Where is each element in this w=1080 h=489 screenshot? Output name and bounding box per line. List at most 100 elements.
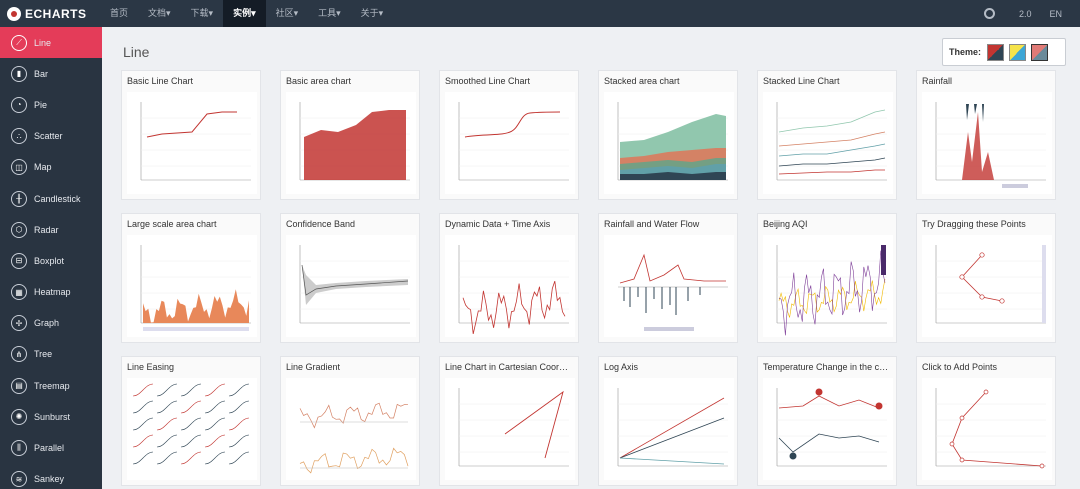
- example-thumbnail[interactable]: [763, 92, 893, 194]
- nav-home[interactable]: 首页: [110, 8, 129, 18]
- example-card-rainfall-flow[interactable]: Rainfall and Water Flow: [598, 213, 738, 343]
- main-content: Line Theme: Basic Line Chart Basic area c…: [102, 27, 1080, 489]
- example-thumbnail[interactable]: [127, 235, 257, 337]
- example-thumbnail[interactable]: [922, 235, 1052, 337]
- example-thumbnail[interactable]: [286, 235, 416, 337]
- parallel-icon: ⫼: [11, 440, 27, 457]
- language-switch[interactable]: EN: [1049, 8, 1062, 19]
- sidebar-item-treemap[interactable]: ▤ Treemap: [0, 370, 102, 401]
- example-title[interactable]: Temperature Change in the c…: [763, 362, 889, 372]
- example-title[interactable]: Log Axis: [604, 362, 639, 372]
- sidebar-item-label: Sunburst: [34, 411, 71, 422]
- example-card-add-points[interactable]: Click to Add Points: [916, 356, 1056, 486]
- example-thumbnail[interactable]: [604, 378, 734, 480]
- example-title[interactable]: Large scale area chart: [127, 219, 217, 229]
- example-title[interactable]: Try Dragging these Points: [922, 219, 1026, 229]
- example-card-cartesian[interactable]: Line Chart in Cartesian Coor…: [439, 356, 579, 486]
- nav-download[interactable]: 下载▾: [190, 8, 214, 18]
- theme-swatch-light[interactable]: [1009, 43, 1027, 61]
- line-chart-icon: ⟋: [11, 34, 27, 51]
- version-link[interactable]: 2.0: [1018, 8, 1032, 19]
- sidebar-item-sankey[interactable]: ≋ Sankey: [0, 464, 102, 489]
- sidebar-item-pie[interactable]: ◔ Pie: [0, 89, 102, 120]
- example-card-basic-line[interactable]: Basic Line Chart: [121, 70, 261, 200]
- example-card-large-area[interactable]: Large scale area chart: [121, 213, 261, 343]
- tree-icon: ⋔: [11, 346, 27, 363]
- example-card-confidence-band[interactable]: Confidence Band: [280, 213, 420, 343]
- example-thumbnail[interactable]: [445, 235, 575, 337]
- example-title[interactable]: Basic Line Chart: [127, 76, 194, 86]
- map-icon: ◫: [11, 159, 27, 176]
- example-thumbnail[interactable]: [445, 378, 575, 480]
- echarts-logo[interactable]: ECHARTS: [0, 6, 100, 21]
- theme-swatch-dark[interactable]: [1031, 43, 1049, 61]
- example-title[interactable]: Stacked area chart: [604, 76, 680, 86]
- example-thumbnail[interactable]: [127, 378, 257, 480]
- example-card-line-gradient[interactable]: Line Gradient: [280, 356, 420, 486]
- example-thumbnail[interactable]: [922, 378, 1052, 480]
- example-title[interactable]: Beijing AQI: [763, 219, 808, 229]
- nav-docs[interactable]: 文档▾: [148, 8, 171, 18]
- logo-text: ECHARTS: [25, 6, 87, 21]
- example-card-beijing-aqi[interactable]: Beijing AQI: [757, 213, 897, 343]
- example-title[interactable]: Click to Add Points: [922, 362, 998, 372]
- sidebar-item-label: Sankey: [34, 474, 65, 485]
- sidebar-item-map[interactable]: ◫ Map: [0, 152, 102, 183]
- example-card-temperature[interactable]: Temperature Change in the c…: [757, 356, 897, 486]
- example-title[interactable]: Line Gradient: [286, 362, 341, 372]
- example-thumbnail[interactable]: [127, 92, 257, 194]
- sankey-icon: ≋: [11, 471, 27, 488]
- example-card-drag-points[interactable]: Try Dragging these Points: [916, 213, 1056, 343]
- sidebar-item-bar[interactable]: ▮ Bar: [0, 58, 102, 89]
- example-title[interactable]: Basic area chart: [286, 76, 352, 86]
- sidebar-item-candlestick[interactable]: ╫ Candlestick: [0, 183, 102, 214]
- nav-tools[interactable]: 工具▾: [318, 8, 341, 18]
- example-thumbnail[interactable]: [604, 235, 734, 337]
- example-card-rainfall[interactable]: Rainfall: [916, 70, 1056, 200]
- example-title[interactable]: Rainfall: [922, 76, 953, 86]
- example-title[interactable]: Smoothed Line Chart: [445, 76, 531, 86]
- sidebar-item-label: Heatmap: [34, 287, 71, 298]
- page-title: Line: [123, 44, 150, 60]
- example-thumbnail[interactable]: [286, 92, 416, 194]
- sidebar-item-graph[interactable]: ✢ Graph: [0, 308, 102, 339]
- nav-examples[interactable]: 实例▾: [223, 0, 266, 27]
- example-title[interactable]: Confidence Band: [286, 219, 356, 229]
- example-title[interactable]: Line Chart in Cartesian Coor…: [445, 362, 569, 372]
- sidebar-item-label: Bar: [34, 68, 49, 79]
- github-icon[interactable]: [983, 8, 995, 19]
- example-title[interactable]: Rainfall and Water Flow: [604, 219, 700, 229]
- sidebar-item-line[interactable]: ⟋ Line: [0, 27, 102, 59]
- nav-community[interactable]: 社区▾: [275, 8, 299, 18]
- sidebar-item-radar[interactable]: ⬡ Radar: [0, 214, 102, 245]
- example-thumbnail[interactable]: [763, 235, 893, 337]
- theme-swatch-default[interactable]: [987, 43, 1005, 61]
- sidebar-item-label: Pie: [34, 99, 48, 110]
- example-card-dynamic-data[interactable]: Dynamic Data + Time Axis: [439, 213, 579, 343]
- sidebar-item-scatter[interactable]: ∴ Scatter: [0, 121, 102, 152]
- sidebar-item-parallel[interactable]: ⫼ Parallel: [0, 432, 102, 463]
- pie-chart-icon: ◔: [11, 96, 27, 113]
- sidebar-item-boxplot[interactable]: ⊟ Boxplot: [0, 245, 102, 276]
- example-thumbnail[interactable]: [286, 378, 416, 480]
- sidebar-item-sunburst[interactable]: ✺ Sunburst: [0, 401, 102, 432]
- example-title[interactable]: Dynamic Data + Time Axis: [445, 219, 551, 229]
- example-thumbnail[interactable]: [445, 92, 575, 194]
- sidebar-item-tree[interactable]: ⋔ Tree: [0, 339, 102, 370]
- nav-about[interactable]: 关于▾: [360, 8, 384, 18]
- sidebar-item-label: Scatter: [34, 131, 63, 142]
- sidebar-item-heatmap[interactable]: ▦ Heatmap: [0, 277, 102, 308]
- example-card-line-easing[interactable]: Line Easing: [121, 356, 261, 486]
- example-title[interactable]: Stacked Line Chart: [763, 76, 840, 86]
- example-card-stacked-area[interactable]: Stacked area chart: [598, 70, 738, 200]
- sidebar-item-label: Treemap: [34, 380, 70, 391]
- example-card-smoothed-line[interactable]: Smoothed Line Chart: [439, 70, 579, 200]
- example-title[interactable]: Line Easing: [127, 362, 175, 372]
- example-card-basic-area[interactable]: Basic area chart: [280, 70, 420, 200]
- example-thumbnail[interactable]: [763, 378, 893, 480]
- example-thumbnail[interactable]: [604, 92, 734, 194]
- example-thumbnail[interactable]: [922, 92, 1052, 194]
- example-card-log-axis[interactable]: Log Axis: [598, 356, 738, 486]
- sidebar-item-label: Boxplot: [34, 255, 65, 266]
- example-card-stacked-line[interactable]: Stacked Line Chart: [757, 70, 897, 200]
